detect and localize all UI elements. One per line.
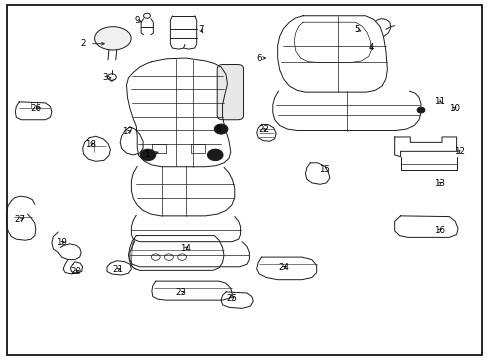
Text: 23: 23 [175, 288, 186, 297]
Text: 24: 24 [278, 264, 288, 273]
Text: 10: 10 [448, 104, 459, 113]
Text: 8: 8 [215, 125, 220, 134]
Circle shape [214, 124, 227, 134]
Circle shape [207, 149, 223, 161]
Circle shape [217, 126, 224, 132]
Ellipse shape [94, 27, 131, 50]
Text: 16: 16 [433, 226, 444, 235]
Text: 3: 3 [102, 73, 108, 82]
Circle shape [416, 107, 424, 113]
Text: 2: 2 [81, 39, 86, 48]
Text: 14: 14 [180, 244, 191, 253]
Text: 1: 1 [144, 150, 149, 159]
Text: 4: 4 [368, 43, 373, 52]
Text: 22: 22 [258, 125, 269, 134]
Text: 5: 5 [353, 25, 359, 34]
Text: 27: 27 [15, 215, 26, 224]
Text: 7: 7 [198, 25, 203, 34]
FancyBboxPatch shape [217, 64, 243, 120]
Text: 6: 6 [256, 54, 262, 63]
Text: 12: 12 [453, 147, 464, 156]
Text: 18: 18 [85, 140, 96, 149]
Text: 11: 11 [433, 96, 444, 105]
Circle shape [140, 149, 156, 161]
Text: 15: 15 [319, 165, 330, 174]
Text: 19: 19 [56, 238, 67, 247]
Text: 21: 21 [112, 265, 123, 274]
Text: 9: 9 [134, 16, 140, 25]
Text: 17: 17 [122, 127, 133, 136]
Text: 13: 13 [433, 179, 444, 188]
Text: 25: 25 [226, 294, 237, 303]
Text: 26: 26 [30, 104, 41, 113]
Text: 20: 20 [71, 267, 81, 276]
